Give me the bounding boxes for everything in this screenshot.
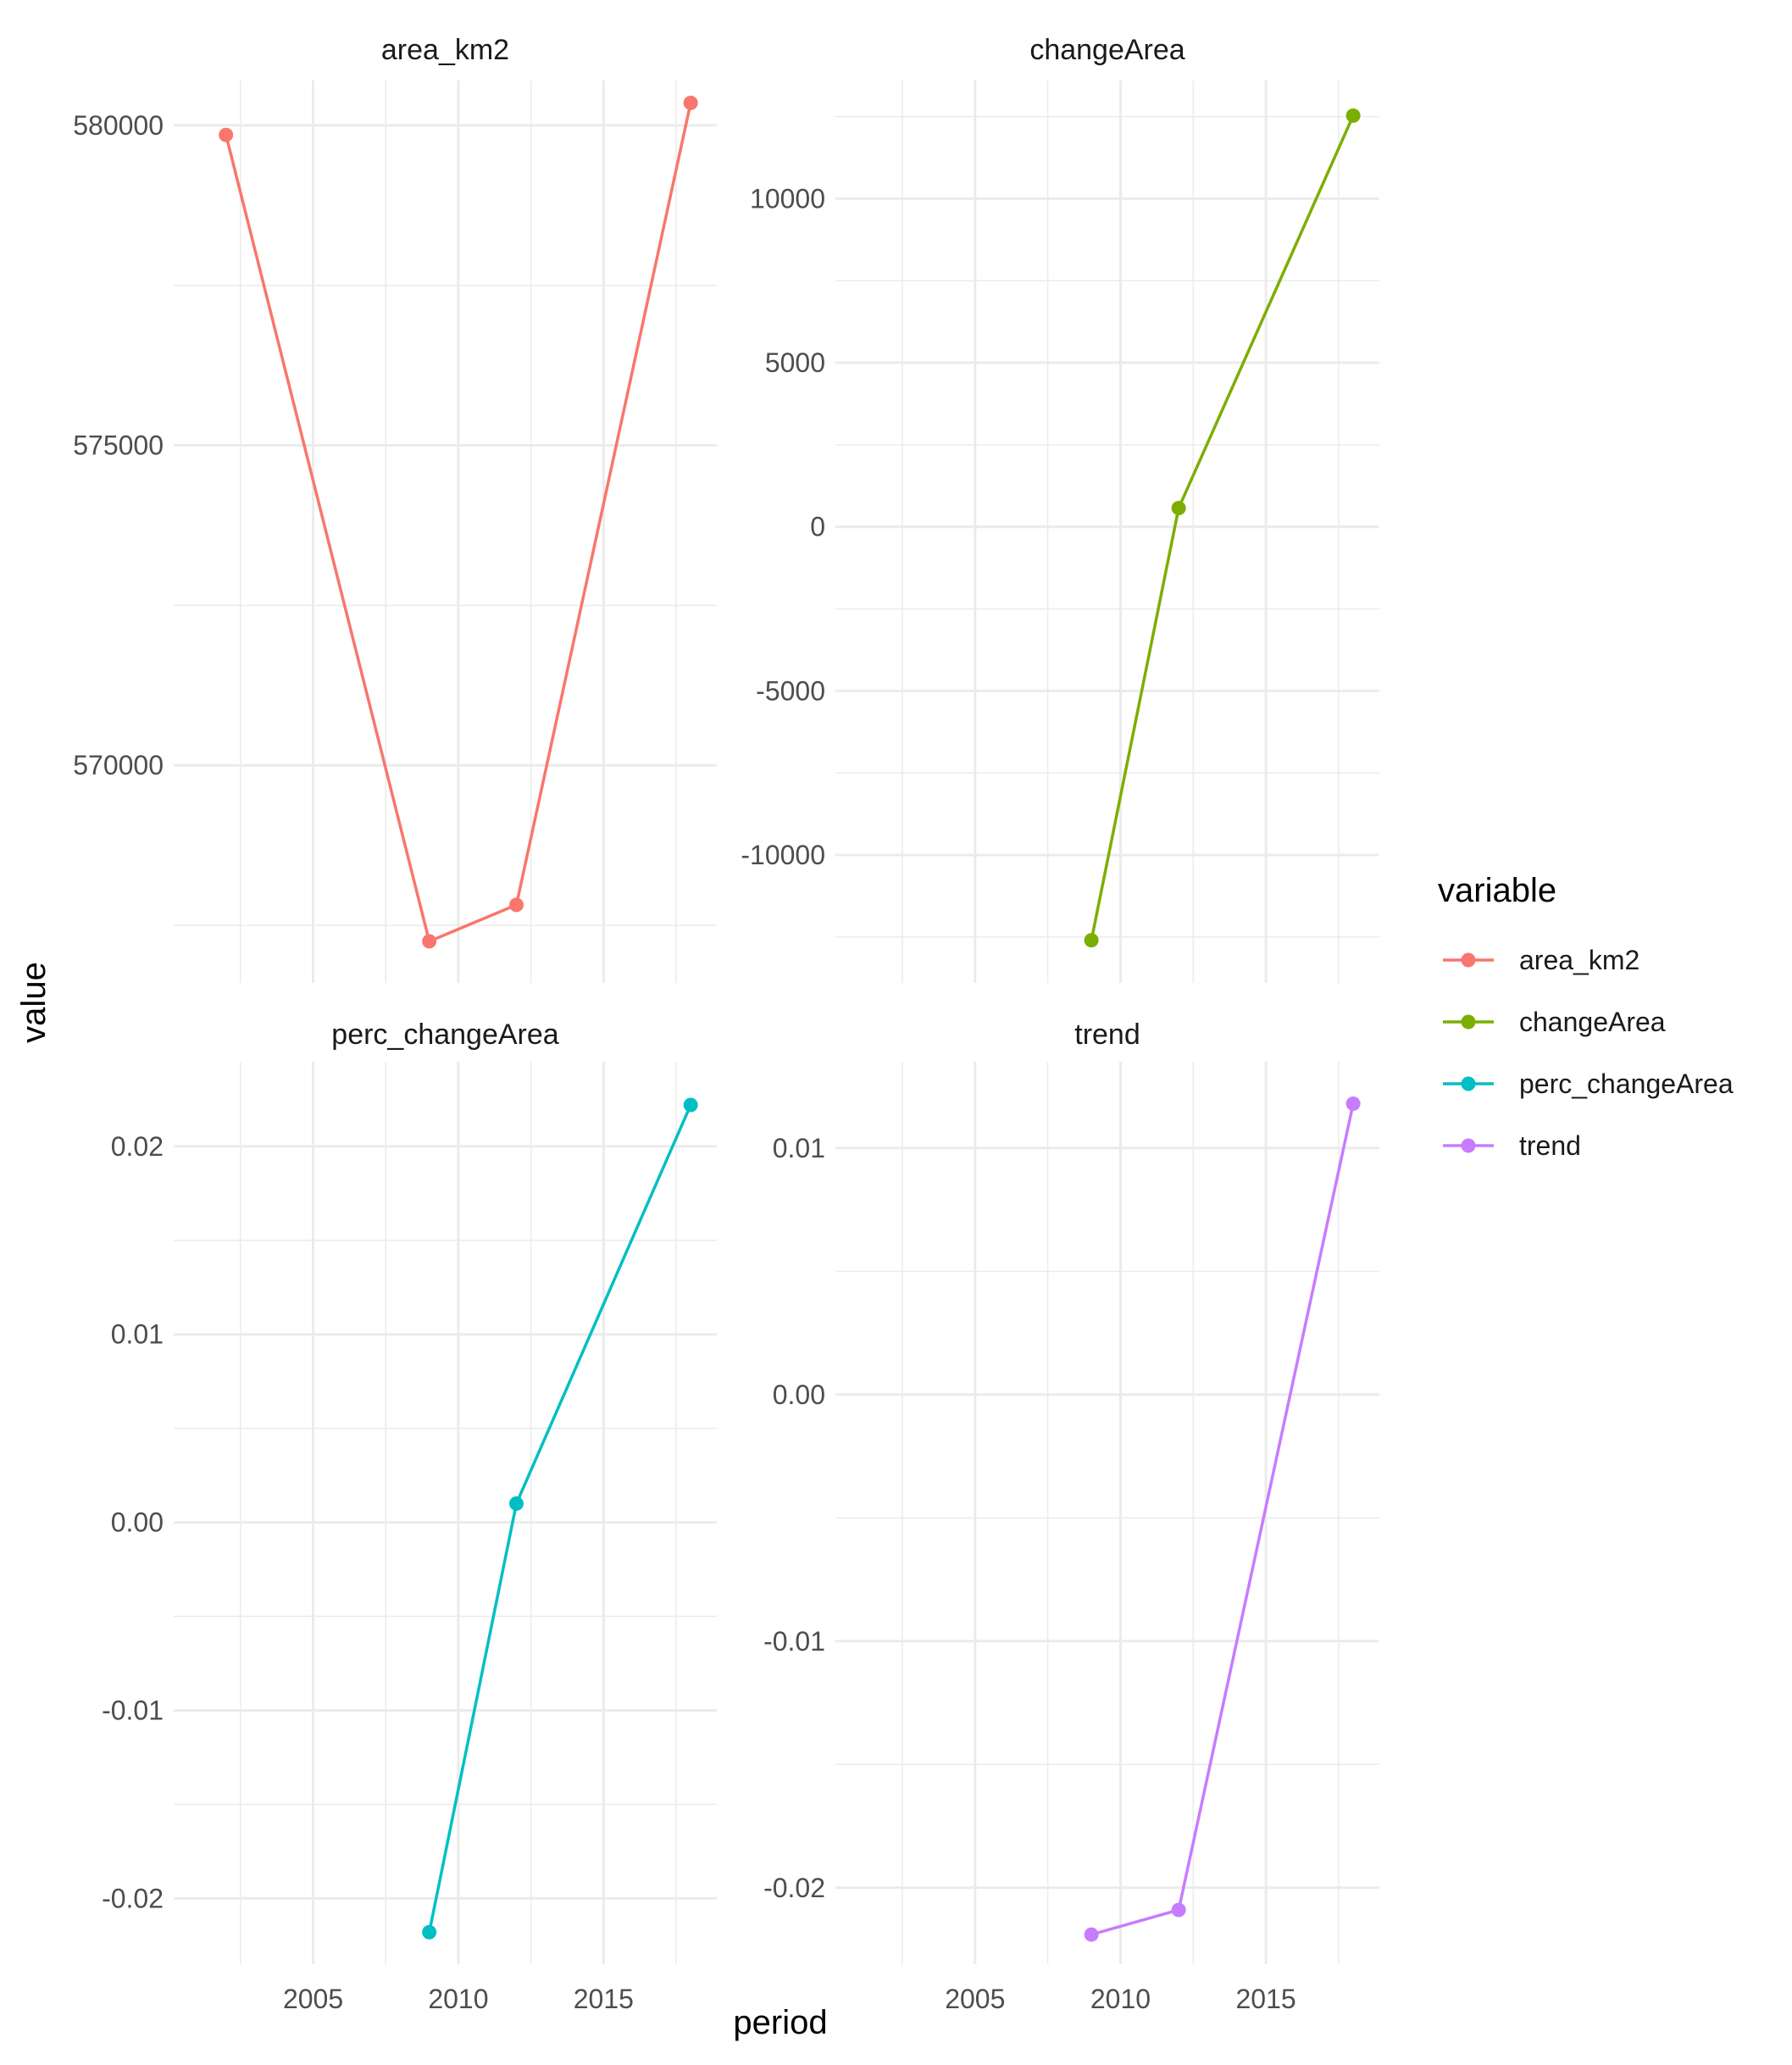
data-point [1171, 1902, 1186, 1918]
data-point [1345, 108, 1361, 123]
y-tick-label: 0.01 [111, 1319, 164, 1350]
y-tick-label: 0.02 [111, 1131, 164, 1162]
y-tick-label: 0.00 [111, 1507, 164, 1538]
y-axis-title: value [15, 962, 53, 1043]
series-line-trend [1090, 1103, 1355, 1936]
legend-label: changeArea [1519, 1007, 1666, 1037]
x-axis-title: period [733, 2004, 827, 2041]
x-tick-label: 2005 [945, 1984, 1005, 2014]
legend-label: perc_changeArea [1519, 1069, 1734, 1099]
y-tick-label: -0.01 [763, 1626, 825, 1657]
data-point [508, 897, 524, 913]
data-point [508, 1496, 524, 1511]
facet-panels: 570000 575000 580000 area_km2 -10000 -5000 0 50… [73, 34, 1379, 2014]
y-tick-label: -0.01 [102, 1695, 164, 1725]
facet-panel-trend: -0.02 -0.01 0.00 0.01 2005 2010 2015 trend [763, 1019, 1379, 2014]
x-tick-label: 2010 [428, 1984, 488, 2014]
legend-key-point [1461, 1076, 1476, 1091]
legend-entry-changeArea: changeArea [1443, 1007, 1666, 1037]
data-point [422, 934, 437, 949]
data-point [683, 95, 698, 110]
data-point [422, 1924, 437, 1940]
y-tick-label: 575000 [73, 430, 164, 461]
y-tick-label: 10000 [750, 183, 825, 214]
x-tick-label: 2005 [283, 1984, 343, 2014]
series-line-area_km2 [225, 103, 692, 943]
facet-strip-label: area_km2 [381, 34, 509, 66]
data-point [1084, 1927, 1099, 1942]
legend: variable area_km2 changeArea perc_changeAr… [1438, 872, 1734, 1161]
data-point [1345, 1096, 1361, 1111]
y-tick-label: 580000 [73, 110, 164, 141]
x-tick-label: 2010 [1090, 1984, 1151, 2014]
y-tick-label: 0.00 [773, 1379, 825, 1410]
x-tick-label: 2015 [574, 1984, 634, 2014]
legend-key-point [1461, 952, 1476, 968]
facet-strip-label: trend [1074, 1019, 1140, 1051]
y-tick-label: -5000 [756, 675, 825, 706]
facet-panel-perc_changeArea: -0.02 -0.01 0.00 0.01 0.02 2005 2010 2015 perc_c… [102, 1019, 717, 2014]
series-line-perc_changeArea [427, 1104, 692, 1933]
y-tick-label: -0.02 [763, 1873, 825, 1903]
facet-strip-label: perc_changeArea [331, 1019, 559, 1051]
y-tick-label: 0.01 [773, 1133, 825, 1163]
facet-panel-area_km2: 570000 575000 580000 area_km2 [73, 34, 717, 983]
y-tick-label: 0 [810, 512, 825, 542]
legend-key-point [1461, 1138, 1476, 1153]
legend-entry-trend: trend [1443, 1130, 1581, 1161]
legend-label: trend [1519, 1130, 1581, 1161]
y-tick-label: 570000 [73, 750, 164, 780]
y-tick-label: 5000 [765, 347, 825, 378]
facet-strip-label: changeArea [1029, 34, 1184, 66]
y-tick-label: -0.02 [102, 1883, 164, 1913]
data-point [683, 1097, 698, 1113]
legend-title: variable [1438, 872, 1556, 909]
data-point [219, 127, 234, 142]
legend-label: area_km2 [1519, 945, 1639, 975]
x-tick-label: 2015 [1236, 1984, 1296, 2014]
legend-entry-area_km2: area_km2 [1443, 945, 1639, 975]
y-tick-label: -10000 [741, 840, 825, 870]
data-point [1171, 501, 1186, 516]
legend-entry-perc_changeArea: perc_changeArea [1443, 1069, 1734, 1099]
legend-key-point [1461, 1014, 1476, 1030]
facet-panel-changeArea: -10000 -5000 0 5000 10000 changeArea [741, 34, 1379, 983]
data-point [1084, 933, 1099, 948]
